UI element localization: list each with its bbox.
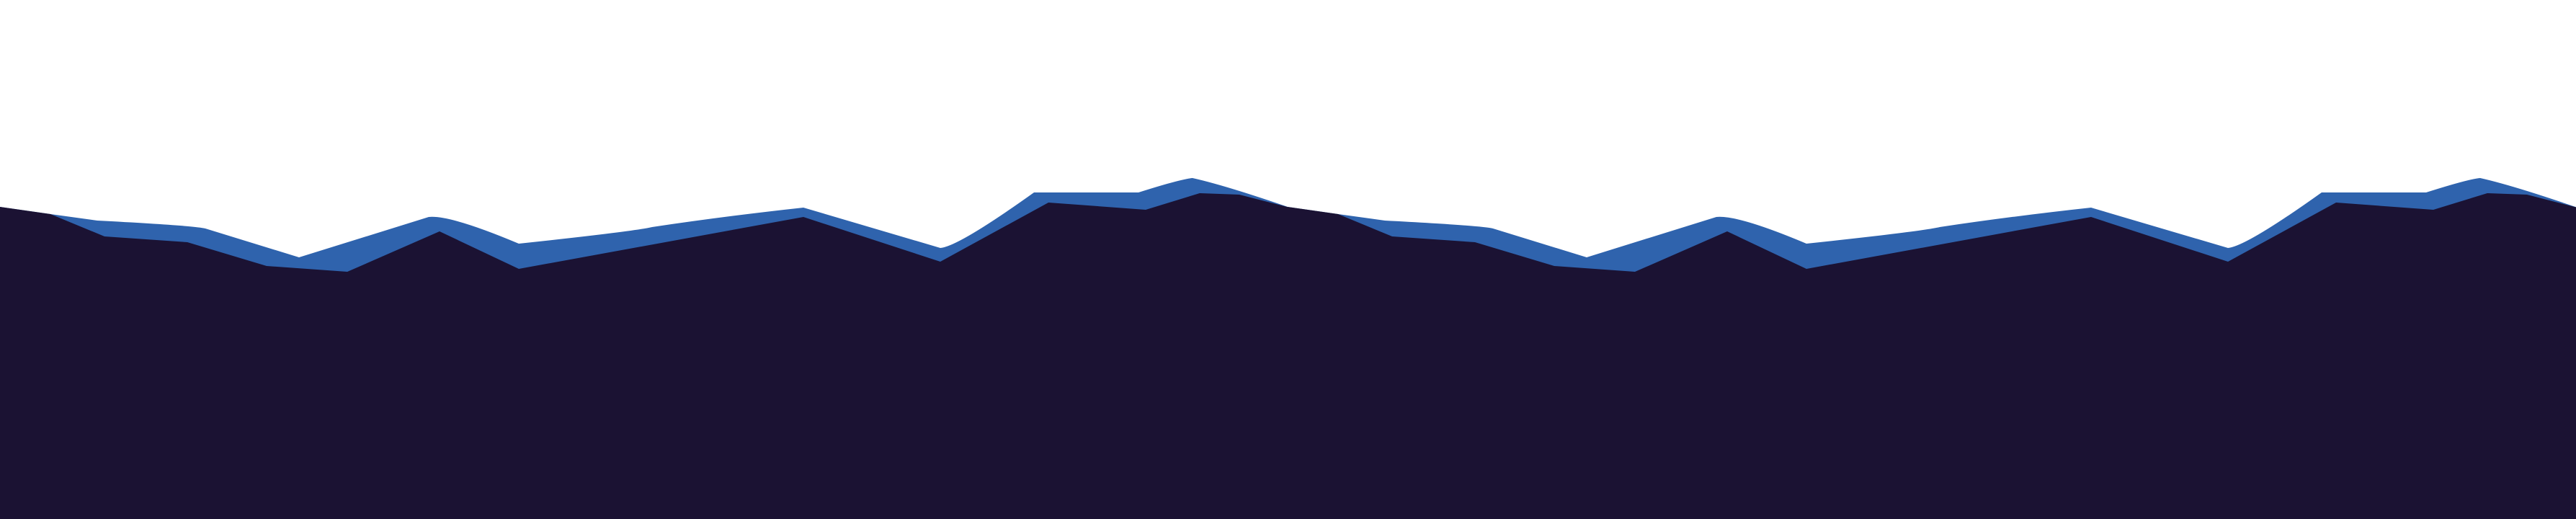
dark-ridge-shape-repeat: [1288, 193, 2576, 519]
dark-ridge-shape: [0, 193, 1290, 519]
dark-wave-layer: [0, 193, 2576, 519]
